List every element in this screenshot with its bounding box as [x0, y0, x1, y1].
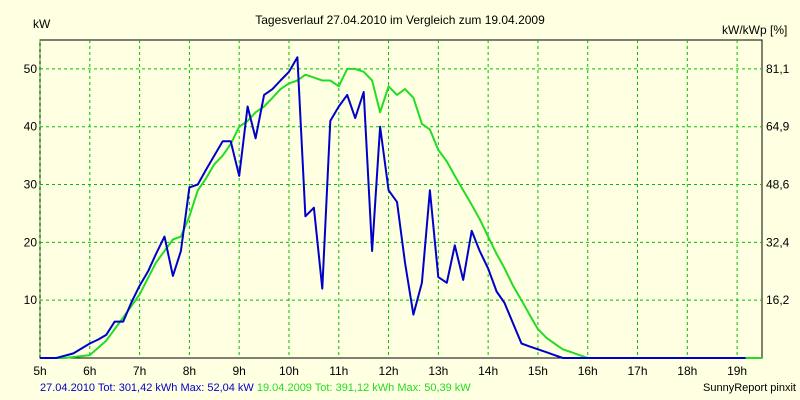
x-tick-label: 17h [628, 364, 648, 378]
x-tick-label: 16h [578, 364, 598, 378]
x-tick-label: 9h [232, 364, 245, 378]
y-axis-label-left: kW [33, 17, 51, 31]
x-tick-label: 6h [83, 364, 96, 378]
plot-area [39, 39, 763, 359]
x-tick-label: 7h [133, 364, 146, 378]
y-tick-label-right: 48,6 [766, 178, 790, 192]
series-line-1 [40, 56, 746, 359]
series-group [40, 56, 762, 359]
legend: 27.04.2010 Tot: 301,42 kWh Max: 52,04 kW… [40, 382, 471, 394]
y-tick-label-left: 10 [24, 293, 38, 307]
y-tick-label-left: 50 [24, 62, 38, 76]
y-axis-left: 10 20 30 40 50 [24, 62, 38, 307]
y-tick-label-right: 32,4 [766, 235, 790, 249]
y-tick-label-left: 40 [24, 120, 38, 134]
y-tick-label-right: 81,1 [766, 62, 790, 76]
x-tick-label: 8h [183, 364, 196, 378]
x-tick-label: 11h [329, 364, 348, 378]
y-tick-label-left: 20 [24, 235, 38, 249]
grid [39, 40, 762, 358]
x-tick-label: 15h [528, 364, 548, 378]
x-tick-label: 12h [379, 364, 399, 378]
chart-title: Tagesverlauf 27.04.2010 im Vergleich zum… [255, 13, 545, 27]
x-tick-label: 13h [428, 364, 448, 378]
x-tick-label: 5h [33, 364, 46, 378]
x-tick-label: 10h [279, 364, 299, 378]
footer-credit: SunnyReport pinxit [703, 382, 796, 394]
legend-series-1: 27.04.2010 Tot: 301,42 kWh Max: 52,04 kW [40, 382, 254, 394]
x-tick-label: 18h [677, 364, 697, 378]
y-tick-label-right: 16,2 [766, 293, 790, 307]
y-tick-label-right: 64,9 [766, 120, 790, 134]
legend-series-2: 19.04.2009 Tot: 391,12 kWh Max: 50,39 kW [256, 382, 471, 394]
x-axis: 5h 6h 7h 8h 9h 10h 11h 12h 13h 14h 15h 16h 17h 18h 19h [33, 364, 747, 378]
y-tick-label-left: 30 [24, 178, 38, 192]
y-axis-right: 16,2 32,4 48,6 64,9 81,1 [766, 62, 790, 307]
x-tick-label: 14h [478, 364, 498, 378]
y-axis-label-right: kW/kWp [%] [722, 23, 787, 37]
x-tick-label: 19h [727, 364, 747, 378]
